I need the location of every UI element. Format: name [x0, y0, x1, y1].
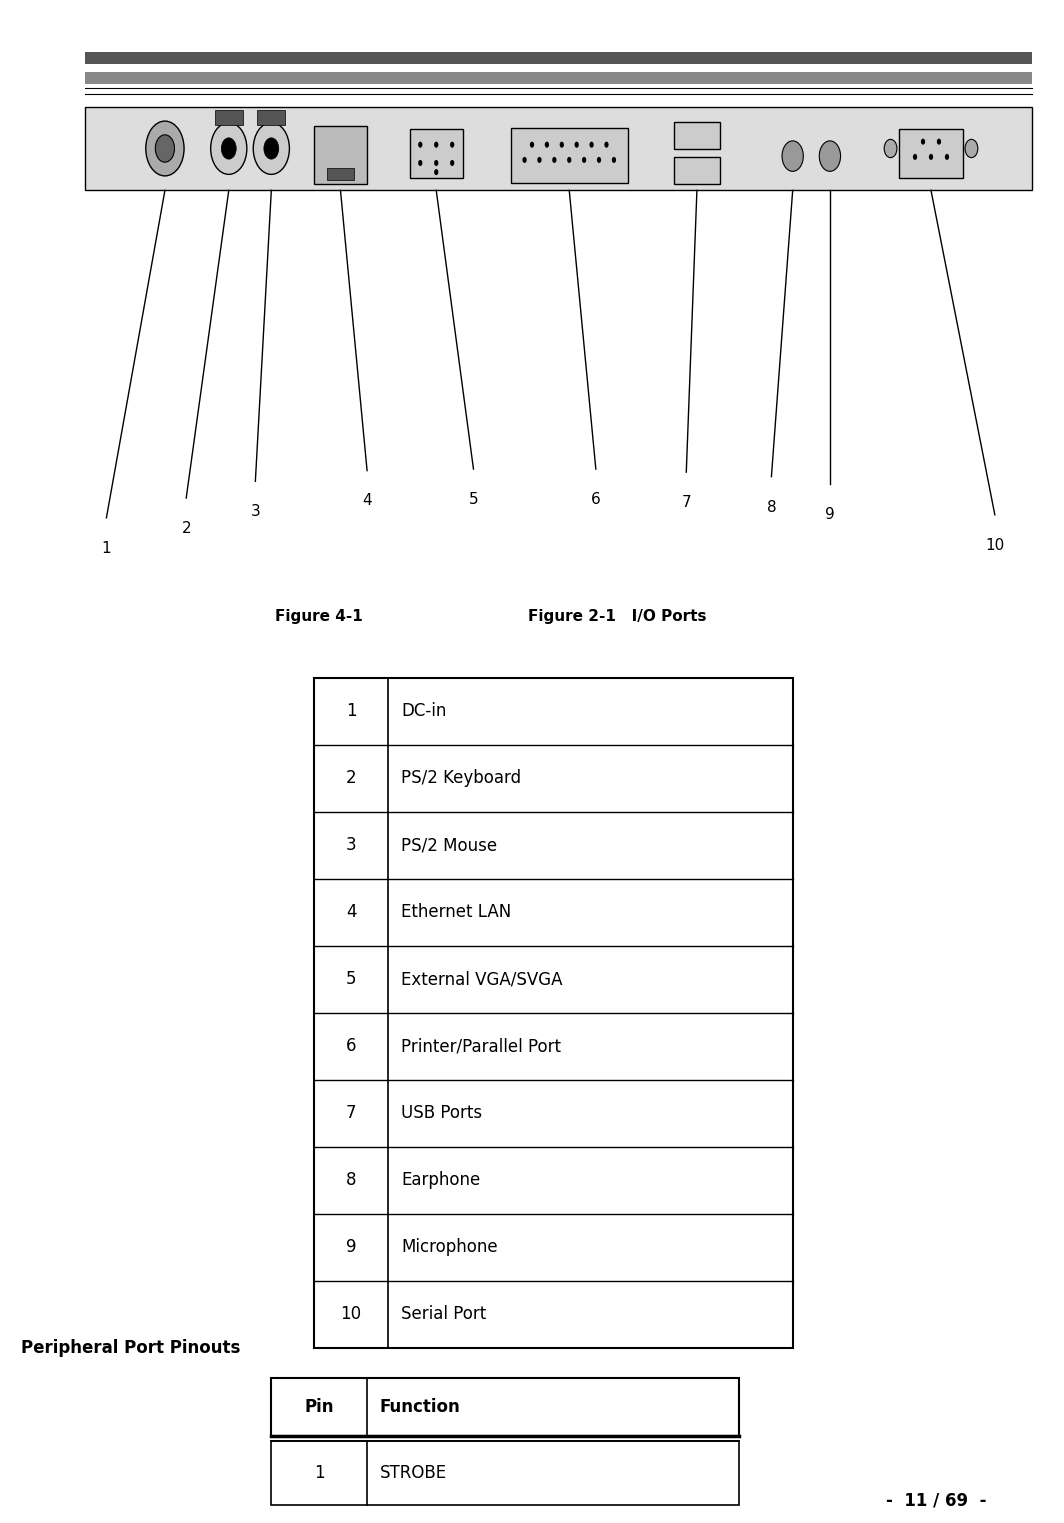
- Text: 9: 9: [346, 1238, 356, 1256]
- Text: Printer/Parallel Port: Printer/Parallel Port: [401, 1037, 561, 1055]
- Text: 8: 8: [766, 500, 777, 515]
- Text: Serial Port: Serial Port: [401, 1305, 486, 1323]
- Circle shape: [545, 142, 549, 148]
- Circle shape: [537, 157, 542, 163]
- Circle shape: [221, 139, 236, 160]
- Bar: [899, 129, 963, 178]
- Bar: [327, 168, 354, 180]
- Circle shape: [936, 139, 942, 145]
- Circle shape: [450, 142, 454, 148]
- Circle shape: [597, 157, 601, 163]
- Circle shape: [155, 136, 174, 163]
- Text: 6: 6: [591, 492, 601, 507]
- Text: Ethernet LAN: Ethernet LAN: [401, 903, 512, 921]
- Circle shape: [552, 157, 556, 163]
- Circle shape: [604, 142, 609, 148]
- Circle shape: [434, 169, 438, 175]
- Circle shape: [418, 142, 422, 148]
- Circle shape: [434, 160, 438, 166]
- Bar: [271, 1378, 739, 1436]
- Circle shape: [530, 142, 534, 148]
- Text: 3: 3: [250, 504, 261, 519]
- Circle shape: [913, 154, 917, 160]
- Circle shape: [929, 154, 933, 160]
- Text: Peripheral Port Pinouts: Peripheral Port Pinouts: [21, 1339, 240, 1357]
- Bar: [85, 72, 1032, 84]
- Text: 10: 10: [985, 538, 1004, 553]
- Text: 10: 10: [340, 1305, 362, 1323]
- Circle shape: [418, 160, 422, 166]
- Text: Microphone: Microphone: [401, 1238, 498, 1256]
- Text: 1: 1: [101, 541, 112, 556]
- Text: Figure 4-1: Figure 4-1: [276, 609, 363, 624]
- Text: Pin: Pin: [304, 1398, 334, 1416]
- Circle shape: [589, 142, 594, 148]
- Text: 9: 9: [825, 507, 835, 522]
- Text: 7: 7: [346, 1104, 356, 1122]
- Circle shape: [921, 139, 926, 145]
- Text: 6: 6: [346, 1037, 356, 1055]
- Text: DC-in: DC-in: [401, 702, 447, 720]
- Circle shape: [253, 122, 289, 175]
- Text: 5: 5: [346, 970, 356, 988]
- Text: 5: 5: [468, 492, 479, 507]
- Circle shape: [782, 142, 803, 172]
- Text: 3: 3: [346, 836, 356, 854]
- Text: 2: 2: [181, 521, 192, 536]
- Bar: [85, 52, 1032, 64]
- Circle shape: [560, 142, 564, 148]
- Text: Earphone: Earphone: [401, 1171, 480, 1189]
- Bar: [314, 678, 793, 1348]
- Text: PS/2 Keyboard: PS/2 Keyboard: [401, 769, 521, 787]
- Text: USB Ports: USB Ports: [401, 1104, 482, 1122]
- Circle shape: [819, 142, 841, 172]
- Bar: [314, 126, 367, 184]
- Circle shape: [567, 157, 571, 163]
- Text: Function: Function: [380, 1398, 461, 1416]
- Circle shape: [146, 122, 184, 177]
- Bar: [257, 110, 285, 125]
- Text: PS/2 Mouse: PS/2 Mouse: [401, 836, 497, 854]
- Bar: [674, 157, 720, 184]
- Circle shape: [945, 154, 949, 160]
- Text: 1: 1: [314, 1464, 325, 1482]
- Circle shape: [264, 139, 279, 160]
- Bar: [674, 122, 720, 149]
- Text: External VGA/SVGA: External VGA/SVGA: [401, 970, 563, 988]
- Bar: [85, 107, 1032, 190]
- Circle shape: [965, 140, 978, 158]
- Text: 1: 1: [346, 702, 356, 720]
- Bar: [410, 129, 463, 178]
- Circle shape: [612, 157, 616, 163]
- Circle shape: [884, 140, 897, 158]
- Text: 4: 4: [362, 493, 372, 509]
- Circle shape: [211, 122, 247, 175]
- Circle shape: [522, 157, 527, 163]
- Text: 8: 8: [346, 1171, 356, 1189]
- Bar: [271, 1441, 739, 1505]
- Text: 2: 2: [346, 769, 356, 787]
- Text: Figure 2-1   I/O Ports: Figure 2-1 I/O Ports: [528, 609, 706, 624]
- Circle shape: [582, 157, 586, 163]
- Circle shape: [450, 160, 454, 166]
- Text: -  11 / 69  -: - 11 / 69 -: [886, 1491, 986, 1509]
- Text: STROBE: STROBE: [380, 1464, 447, 1482]
- Bar: [511, 128, 628, 183]
- Text: 7: 7: [681, 495, 692, 510]
- Circle shape: [434, 142, 438, 148]
- Bar: [215, 110, 243, 125]
- Circle shape: [575, 142, 579, 148]
- Text: 4: 4: [346, 903, 356, 921]
